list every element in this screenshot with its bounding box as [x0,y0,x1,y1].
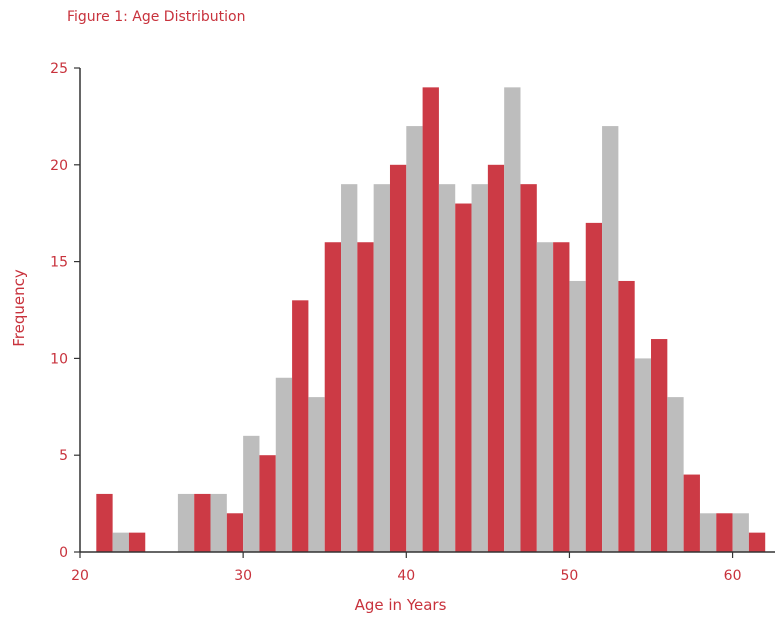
y-tick-label: 10 [50,351,68,367]
histogram-bar [275,377,293,552]
histogram-bar [357,242,374,553]
histogram-bar [699,513,717,552]
histogram-bar [455,203,472,552]
histogram-bar [422,87,439,553]
y-ticks-group: 0 5 10 15 20 25 [50,61,80,561]
histogram-bar [748,532,766,552]
x-tick-label: 60 [724,568,742,584]
y-tick-label: 25 [50,61,68,77]
histogram-bar [651,339,668,552]
y-tick-label: 5 [59,448,68,464]
chart-title: Figure 1: Age Distribution [67,9,246,25]
histogram-bar [471,184,488,552]
histogram-bar [226,513,244,552]
histogram-bar [716,513,733,552]
histogram-bar [96,493,113,552]
histogram-bar [341,184,358,552]
histogram-bar [732,513,749,552]
x-tick-label: 50 [561,568,579,584]
histogram-bar [602,126,619,552]
x-ticks-group: 20 30 40 50 60 [71,552,741,584]
histogram-bar [210,493,227,552]
x-axis-label: Age in Years [355,596,447,614]
histogram-bar [406,126,423,552]
histogram-bar [618,280,635,552]
y-tick-label: 20 [50,158,68,174]
x-tick-label: 20 [71,568,89,584]
y-tick-label: 15 [50,255,68,271]
histogram-bar [243,435,260,552]
bars-group [96,87,766,553]
histogram-bar [324,242,342,553]
histogram-bar [487,164,505,553]
histogram-bar [667,397,684,552]
histogram-bar [553,242,570,553]
histogram-bar [308,397,325,552]
histogram-bar [520,184,537,552]
histogram-bar [128,532,146,552]
x-tick-label: 40 [397,568,415,584]
histogram-bar [504,87,521,553]
histogram-bar [536,242,554,553]
histogram-bar [259,455,276,552]
histogram-bar [112,532,129,552]
y-tick-label: 0 [59,545,68,561]
histogram-bar [585,222,603,552]
y-axis-label: Frequency [10,269,28,347]
histogram-bar [177,493,195,552]
x-tick-label: 30 [234,568,252,584]
histogram-bar [438,184,456,552]
histogram-bar [373,184,390,552]
histogram-bar [569,280,586,552]
histogram-bar [389,164,407,553]
histogram-bar [194,493,211,552]
histogram-bar [683,474,700,552]
histogram-bar [634,358,652,552]
histogram-bar [292,300,309,552]
